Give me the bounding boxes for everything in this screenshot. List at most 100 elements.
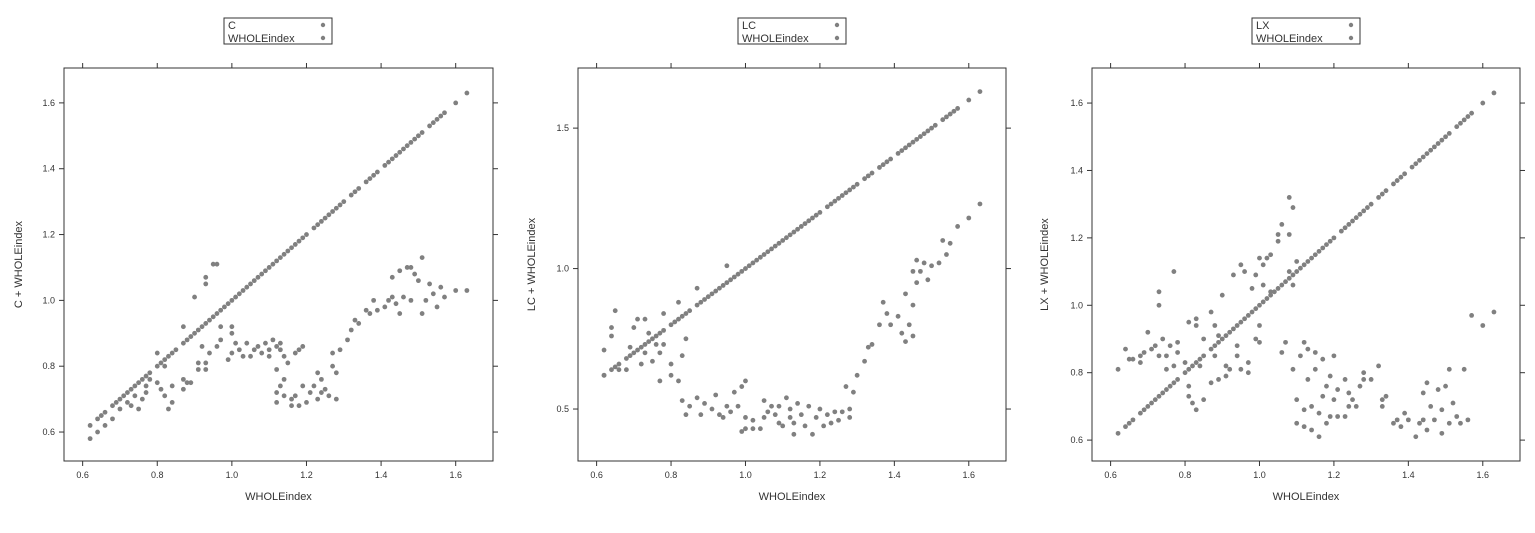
- data-point: [341, 199, 347, 205]
- data-point: [1171, 380, 1177, 386]
- data-point: [1227, 329, 1233, 335]
- data-point: [274, 400, 280, 405]
- data-point: [1357, 383, 1363, 389]
- data-point: [139, 376, 145, 382]
- data-point: [1443, 383, 1448, 389]
- data-point: [765, 249, 771, 255]
- data-point: [1327, 373, 1333, 379]
- data-point: [1327, 414, 1333, 419]
- data-point: [977, 89, 983, 94]
- data-point: [653, 333, 659, 339]
- data-point: [1294, 259, 1300, 264]
- data-point: [389, 156, 395, 162]
- data-point: [713, 288, 719, 294]
- data-point: [1253, 306, 1259, 312]
- data-point: [113, 400, 119, 405]
- data-point: [702, 297, 707, 302]
- data-point: [1298, 265, 1303, 271]
- x-tick-label: 1.6: [1477, 470, 1490, 480]
- data-point: [1264, 255, 1270, 261]
- data-point: [1182, 370, 1188, 376]
- data-point: [921, 131, 927, 137]
- data-point: [1186, 319, 1192, 325]
- data-point: [453, 288, 459, 293]
- data-point: [315, 222, 321, 228]
- data-point: [914, 257, 920, 263]
- data-point: [824, 204, 830, 210]
- data-point: [1324, 420, 1329, 426]
- data-point: [337, 347, 343, 353]
- data-point: [415, 278, 421, 284]
- data-point: [292, 350, 298, 356]
- data-point: [839, 193, 845, 198]
- data-point: [854, 181, 860, 187]
- data-point: [940, 117, 946, 123]
- data-point: [1383, 188, 1389, 194]
- y-tick-label: 0.6: [1070, 435, 1083, 445]
- data-point: [609, 333, 614, 339]
- x-tick-label: 0.8: [1179, 470, 1192, 480]
- data-point: [668, 361, 674, 367]
- data-point: [728, 409, 733, 415]
- data-point: [757, 254, 763, 260]
- data-point: [408, 139, 414, 145]
- data-point: [843, 190, 849, 196]
- data-point: [128, 403, 134, 409]
- data-point: [255, 344, 261, 349]
- data-point: [657, 330, 663, 336]
- data-point: [214, 311, 220, 316]
- data-point: [169, 350, 175, 356]
- data-point: [717, 412, 722, 418]
- data-point: [1275, 286, 1281, 291]
- y-tick-label: 1.4: [1070, 165, 1083, 175]
- data-point: [635, 316, 640, 322]
- data-point: [1379, 191, 1385, 197]
- data-point: [787, 232, 793, 238]
- data-point: [1376, 363, 1381, 369]
- data-point: [162, 357, 168, 363]
- data-point: [1353, 215, 1359, 221]
- data-point: [728, 277, 733, 283]
- data-point: [679, 398, 685, 404]
- data-point: [1361, 370, 1367, 376]
- data-point: [1141, 407, 1147, 413]
- data-point: [1238, 319, 1244, 325]
- data-point: [1391, 181, 1396, 187]
- data-point: [427, 281, 432, 287]
- data-point: [776, 240, 782, 246]
- data-point: [661, 311, 666, 316]
- data-point: [412, 136, 418, 142]
- data-point: [274, 344, 280, 349]
- data-point: [326, 393, 332, 399]
- y-tick-label: 1.0: [42, 295, 55, 305]
- data-point: [1268, 252, 1274, 258]
- y-tick-label: 1.2: [42, 230, 55, 240]
- data-point: [888, 156, 894, 162]
- data-point: [1424, 380, 1430, 386]
- data-point: [1201, 397, 1207, 403]
- data-point: [1298, 353, 1303, 359]
- y-tick-label: 0.8: [1070, 368, 1083, 378]
- legend-label: C: [228, 20, 236, 32]
- data-point: [739, 384, 745, 389]
- data-point: [899, 330, 905, 336]
- data-point: [1249, 286, 1255, 291]
- data-point: [1149, 346, 1154, 352]
- data-point: [895, 150, 901, 156]
- data-point: [1365, 205, 1370, 210]
- data-point: [705, 294, 711, 300]
- data-point: [319, 376, 324, 382]
- data-point: [1428, 403, 1434, 409]
- data-point: [1257, 302, 1262, 308]
- y-axis-label: LX + WHOLEindex: [1039, 218, 1051, 311]
- x-tick-label: 1.4: [1402, 470, 1415, 480]
- data-point: [601, 347, 607, 353]
- data-point: [259, 350, 265, 356]
- data-point: [95, 416, 100, 422]
- data-point: [147, 370, 153, 376]
- data-point: [787, 415, 793, 420]
- data-point: [248, 281, 253, 287]
- data-point: [128, 386, 134, 392]
